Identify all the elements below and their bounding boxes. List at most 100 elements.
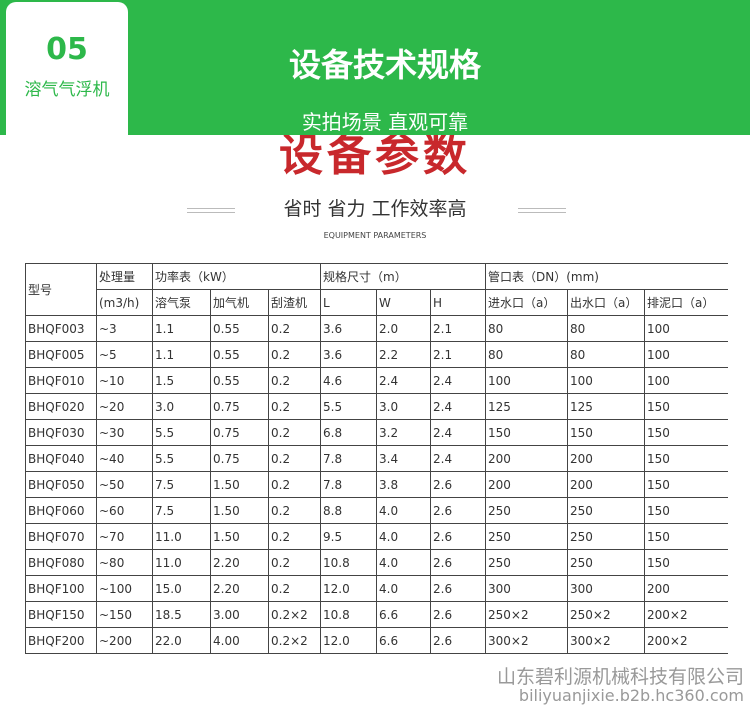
table-cell: 150 — [644, 549, 728, 576]
sub-header: 刮渣机 — [267, 289, 322, 316]
table-cell: 2.4 — [376, 367, 432, 394]
table-cell: 3.2 — [376, 419, 432, 446]
table-cell: 6.8 — [320, 419, 378, 446]
table-cell: BHQF040 — [25, 445, 97, 472]
table-cell: 0.2 — [267, 471, 322, 498]
table-cell: 1.50 — [210, 471, 269, 498]
table-cell: 11.0 — [152, 549, 211, 576]
table-cell: BHQF010 — [25, 367, 97, 394]
table-cell: 1.1 — [152, 341, 211, 368]
table-cell: ~80 — [96, 549, 153, 576]
table-cell: 6.6 — [376, 627, 432, 654]
sub-header: L — [320, 289, 378, 316]
table-cell: 80 — [567, 341, 646, 368]
table-cell: ~3 — [96, 315, 153, 342]
table-cell: 4.0 — [376, 575, 432, 602]
table-cell: 3.4 — [376, 445, 432, 472]
table-cell: ~50 — [96, 471, 153, 498]
table-cell: 0.2 — [267, 575, 322, 602]
section-title: 设备参数 — [279, 135, 471, 175]
table-cell: 200×2 — [644, 627, 728, 654]
table-cell: ~10 — [96, 367, 153, 394]
table-cell: 250 — [567, 497, 646, 524]
table-cell: 300×2 — [567, 627, 646, 654]
table-cell: 2.2 — [376, 341, 432, 368]
table-cell: 0.75 — [210, 419, 269, 446]
table-cell: 125 — [485, 393, 569, 420]
section-title-clip: 设备参数 — [0, 135, 750, 175]
table-cell: 300 — [485, 575, 569, 602]
table-container: 型号 处理量 功率表（kW） 规格尺寸（m） 管口表（DN）(mm) (m3/h) 溶气泵加… — [25, 263, 728, 660]
table-cell: 2.6 — [430, 471, 487, 498]
table-cell: 4.6 — [320, 367, 378, 394]
table-cell: 250 — [485, 497, 569, 524]
table-cell: BHQF050 — [25, 471, 97, 498]
table-row: (m3/h) 溶气泵 加气机 刮渣机 L W H 进水口（a） 出水口（a） 排泥口（a） — [26, 289, 728, 316]
watermark-company: 山东碧利源机械科技有限公司 — [496, 666, 744, 688]
table-cell: 250 — [485, 523, 569, 550]
table-cell: 150 — [567, 419, 646, 446]
table-row: BHQF005 ~5 1.1 0.55 0.2 3.6 2.2 2.1 80 80 100 — [25, 341, 728, 368]
table-row: BHQF080 ~80 11.0 2.20 0.2 10.8 4.0 2.6 250 250 150 — [25, 549, 728, 576]
group-header: 规格尺寸（m） — [320, 263, 487, 290]
table-cell: 0.55 — [210, 341, 269, 368]
table-cell: 2.1 — [430, 315, 487, 342]
table-cell: 100 — [644, 315, 728, 342]
table-cell: 4.0 — [376, 523, 432, 550]
table-cell: 0.2 — [267, 393, 322, 420]
table-cell: 3.8 — [376, 471, 432, 498]
table-cell: 150 — [644, 497, 728, 524]
table-cell: 80 — [485, 315, 569, 342]
table-cell: 5.5 — [320, 393, 378, 420]
table-row: BHQF003 ~3 1.1 0.55 0.2 3.6 2.0 2.1 80 80 100 — [25, 315, 728, 342]
badge-number: 05 — [46, 32, 88, 67]
table-row: BHQF200 ~200 22.0 4.00 0.2×2 12.0 6.6 2.6 300×2 3… — [25, 627, 728, 654]
sub-header: 排泥口（a） — [644, 289, 728, 316]
table-cell: BHQF200 — [25, 627, 97, 654]
slogan: 省时 省力 工作效率高 — [283, 198, 467, 220]
table-cell: 250 — [485, 549, 569, 576]
table-cell: BHQF070 — [25, 523, 97, 550]
table-cell: 8.8 — [320, 497, 378, 524]
table-cell: 12.0 — [320, 627, 378, 654]
table-cell: 5.5 — [152, 419, 211, 446]
group-header: 管口表（DN）(mm) — [485, 263, 728, 290]
table-cell: 12.0 — [320, 575, 378, 602]
table-cell: 0.2 — [267, 367, 322, 394]
table-cell: 200×2 — [644, 601, 728, 628]
table-cell: 2.20 — [210, 549, 269, 576]
table-cell: 0.2 — [267, 445, 322, 472]
table-cell: 2.1 — [430, 341, 487, 368]
table-cell: 300 — [567, 575, 646, 602]
rule-right — [518, 208, 566, 213]
table-cell: 250×2 — [485, 601, 569, 628]
table-cell: BHQF150 — [25, 601, 97, 628]
table-cell: 3.0 — [376, 393, 432, 420]
table-cell: ~5 — [96, 341, 153, 368]
table-cell: 2.6 — [430, 497, 487, 524]
table-cell: 150 — [485, 419, 569, 446]
table-cell: 2.6 — [430, 575, 487, 602]
table-cell: 3.6 — [320, 341, 378, 368]
table-cell: 150 — [644, 393, 728, 420]
table-cell: 2.6 — [430, 601, 487, 628]
table-cell: ~20 — [96, 393, 153, 420]
table-cell: 300×2 — [485, 627, 569, 654]
table-cell: ~200 — [96, 627, 153, 654]
table-cell: 2.4 — [430, 367, 487, 394]
table-cell: 250 — [567, 549, 646, 576]
table-cell: BHQF005 — [25, 341, 97, 368]
table-cell: 7.8 — [320, 471, 378, 498]
group-header: 功率表（kW） — [151, 263, 322, 290]
table-cell: 2.4 — [430, 419, 487, 446]
table-cell: 22.0 — [152, 627, 211, 654]
table-row: BHQF010 ~10 1.5 0.55 0.2 4.6 2.4 2.4 100 100 100 — [25, 367, 728, 394]
table-cell: 80 — [567, 315, 646, 342]
table-cell: 1.50 — [210, 523, 269, 550]
table-cell: 150 — [644, 445, 728, 472]
table-cell: 2.6 — [430, 627, 487, 654]
table-cell: 200 — [485, 445, 569, 472]
table-cell: 0.75 — [210, 445, 269, 472]
table-cell: 4.0 — [376, 549, 432, 576]
